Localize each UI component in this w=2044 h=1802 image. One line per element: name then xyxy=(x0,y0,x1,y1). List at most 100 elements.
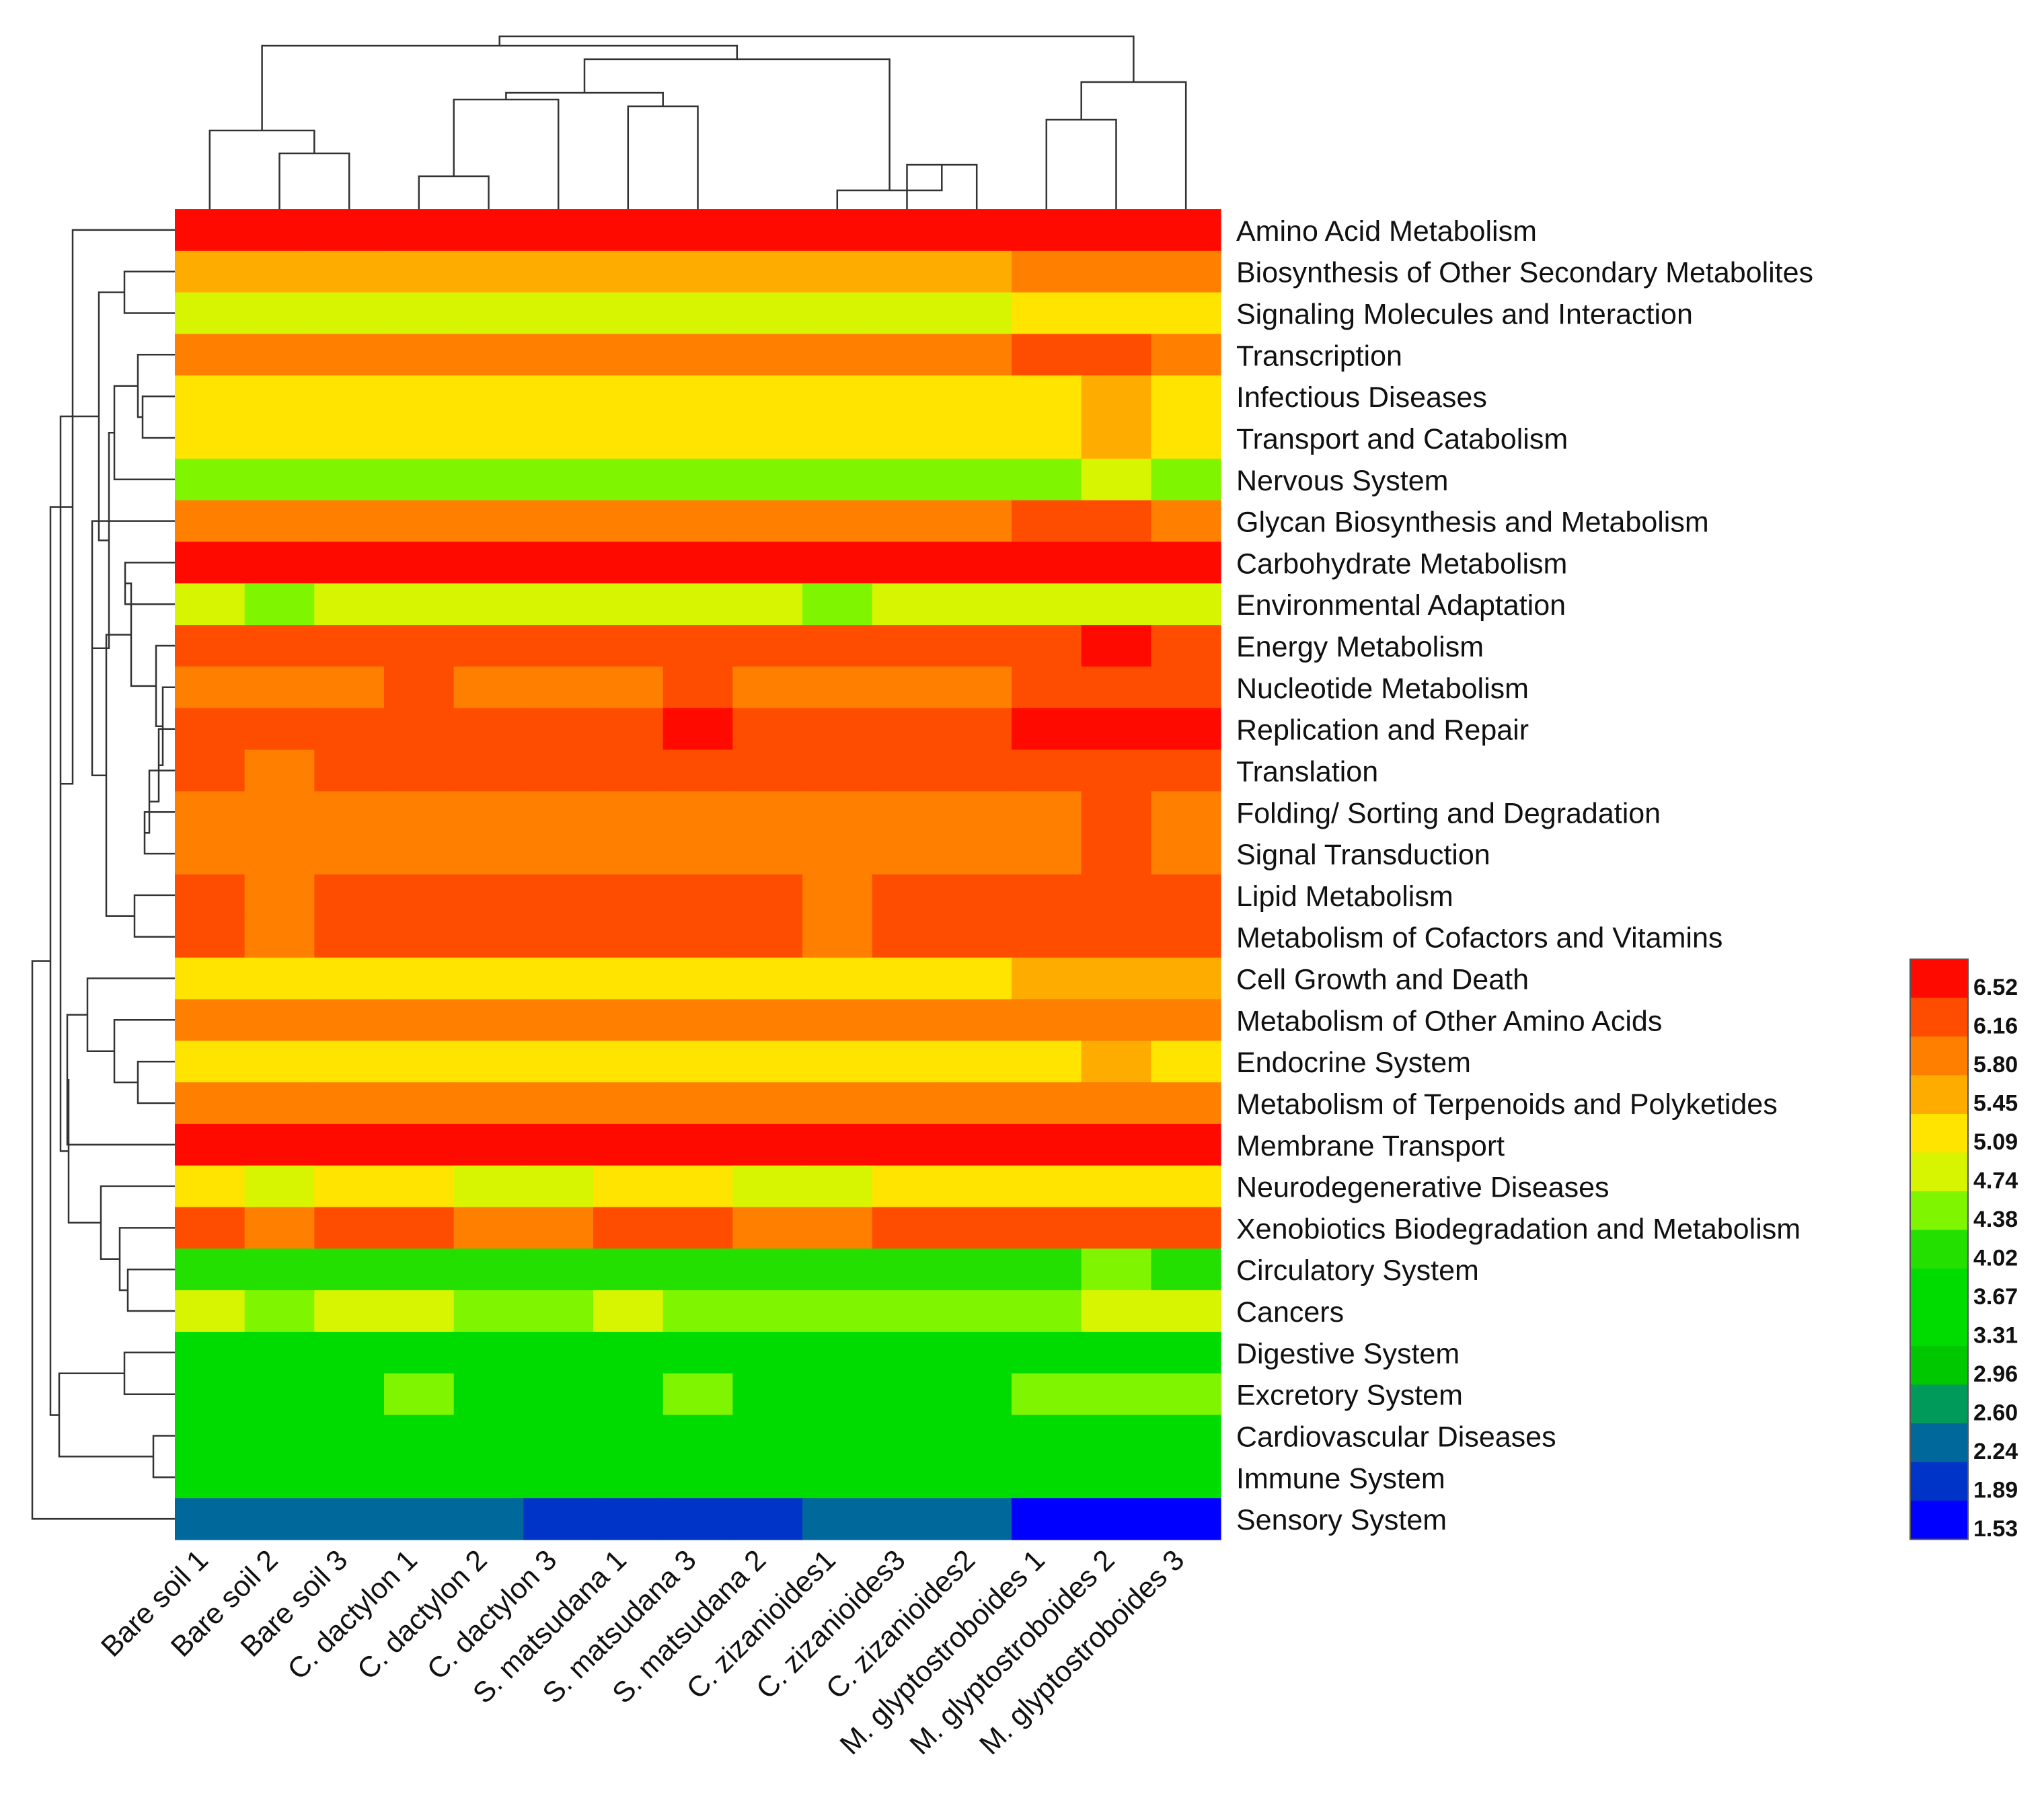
heatmap-cell xyxy=(732,375,803,418)
row-label: Replication and Repair xyxy=(1236,714,1529,747)
heatmap-cell xyxy=(314,583,385,626)
heatmap-cell xyxy=(453,1123,524,1166)
legend-tick-label: 2.60 xyxy=(1973,1400,2018,1426)
heatmap-cell xyxy=(384,209,455,252)
heatmap-cell xyxy=(314,1415,385,1457)
heatmap-cell xyxy=(872,1041,942,1083)
heatmap-cell xyxy=(1012,334,1082,376)
heatmap-cell xyxy=(942,292,1012,335)
heatmap-cell xyxy=(593,334,664,376)
heatmap-cell xyxy=(1081,541,1151,584)
heatmap-cell xyxy=(593,209,664,252)
heatmap-cell xyxy=(175,833,245,875)
heatmap-cell xyxy=(942,1290,1012,1332)
dendrogram-link xyxy=(453,98,560,209)
heatmap-cell xyxy=(453,666,524,709)
row-label: Transcription xyxy=(1236,340,1402,372)
heatmap-cell xyxy=(663,1041,733,1083)
heatmap-cell xyxy=(732,915,803,959)
legend-tick-label: 2.96 xyxy=(1973,1361,2018,1387)
heatmap-cell xyxy=(942,1415,1012,1457)
heatmap-cell xyxy=(453,1331,524,1374)
heatmap-cell xyxy=(314,666,385,709)
heatmap-cell xyxy=(1081,1498,1151,1540)
heatmap-cell xyxy=(942,541,1012,584)
heatmap-cell xyxy=(1081,1331,1151,1374)
heatmap-cell xyxy=(523,749,594,792)
heatmap-cell xyxy=(1081,375,1151,418)
heatmap-cell xyxy=(1081,708,1151,751)
dendrogram-link xyxy=(98,291,124,541)
heatmap-cell xyxy=(802,1207,873,1249)
heatmap-cell xyxy=(384,999,455,1041)
heatmap-cell xyxy=(1081,292,1151,335)
heatmap-cell xyxy=(942,1248,1012,1291)
heatmap-cell xyxy=(663,915,733,959)
heatmap-cell xyxy=(523,417,594,459)
heatmap-cell xyxy=(663,1207,733,1249)
dendrogram-link xyxy=(124,562,175,605)
heatmap-cell xyxy=(1151,1331,1221,1374)
heatmap-cell xyxy=(314,500,385,543)
heatmap-cell xyxy=(663,957,733,1000)
heatmap-cell xyxy=(1081,458,1151,501)
heatmap-cell xyxy=(593,458,664,501)
heatmap-cell xyxy=(523,1207,594,1249)
legend-tick-label: 4.38 xyxy=(1973,1207,2018,1232)
heatmap-cell xyxy=(175,1456,245,1499)
legend-tick-label: 3.31 xyxy=(1973,1323,2018,1349)
heatmap-cell xyxy=(244,417,315,459)
heatmap-cell xyxy=(942,334,1012,376)
heatmap-cell xyxy=(1012,666,1082,709)
heatmap-cell xyxy=(175,334,245,376)
heatmap-cell xyxy=(523,458,594,501)
heatmap-cell xyxy=(1012,250,1082,293)
heatmap-cell xyxy=(1081,1207,1151,1249)
heatmap-cell xyxy=(1151,791,1221,833)
heatmap-cell xyxy=(802,915,873,959)
heatmap-cell xyxy=(732,1498,803,1540)
heatmap-cell xyxy=(1012,375,1082,418)
row-label: Sensory System xyxy=(1236,1504,1447,1536)
heatmap-cell xyxy=(663,1415,733,1457)
heatmap-cell xyxy=(314,999,385,1041)
heatmap-cell xyxy=(1151,1123,1221,1166)
heatmap-cell xyxy=(1151,292,1221,335)
heatmap-cell xyxy=(802,957,873,1000)
heatmap-cell xyxy=(244,749,315,792)
legend-swatch xyxy=(1910,1114,1968,1154)
heatmap-cell xyxy=(872,1290,942,1332)
heatmap-cell xyxy=(802,1373,873,1416)
heatmap-cell xyxy=(453,458,524,501)
heatmap-cell xyxy=(244,250,315,293)
row-labels: Amino Acid Metabolism Biosynthesis of Oth… xyxy=(1236,215,1813,1536)
heatmap-cell xyxy=(802,1123,873,1166)
row-label: Endocrine System xyxy=(1236,1047,1471,1079)
heatmap-cell xyxy=(872,1373,942,1416)
heatmap-cell xyxy=(175,957,245,1000)
heatmap-cell xyxy=(942,417,1012,459)
heatmap-cell xyxy=(523,625,594,667)
heatmap-cell xyxy=(244,1498,315,1540)
heatmap-cell xyxy=(942,1207,1012,1249)
dendrogram-link xyxy=(155,644,175,728)
heatmap-cell xyxy=(384,500,455,543)
heatmap-cell xyxy=(942,583,1012,626)
row-label: Folding/ Sorting and Degradation xyxy=(1236,797,1661,829)
heatmap-cell xyxy=(732,541,803,584)
heatmap-cell xyxy=(732,500,803,543)
heatmap-cell xyxy=(453,375,524,418)
heatmap-cell xyxy=(523,1331,594,1374)
heatmap-cell xyxy=(732,749,803,792)
heatmap-cell xyxy=(802,1290,873,1332)
heatmap-cell xyxy=(802,1498,873,1540)
heatmap-cell xyxy=(593,1165,664,1208)
heatmap-cell xyxy=(453,1456,524,1499)
heatmap-cell xyxy=(1012,1123,1082,1166)
heatmap-cell xyxy=(523,1373,594,1416)
heatmap-cell xyxy=(872,583,942,626)
heatmap-cell xyxy=(1081,417,1151,459)
heatmap-cell xyxy=(175,250,245,293)
heatmap-cell xyxy=(1151,1290,1221,1332)
